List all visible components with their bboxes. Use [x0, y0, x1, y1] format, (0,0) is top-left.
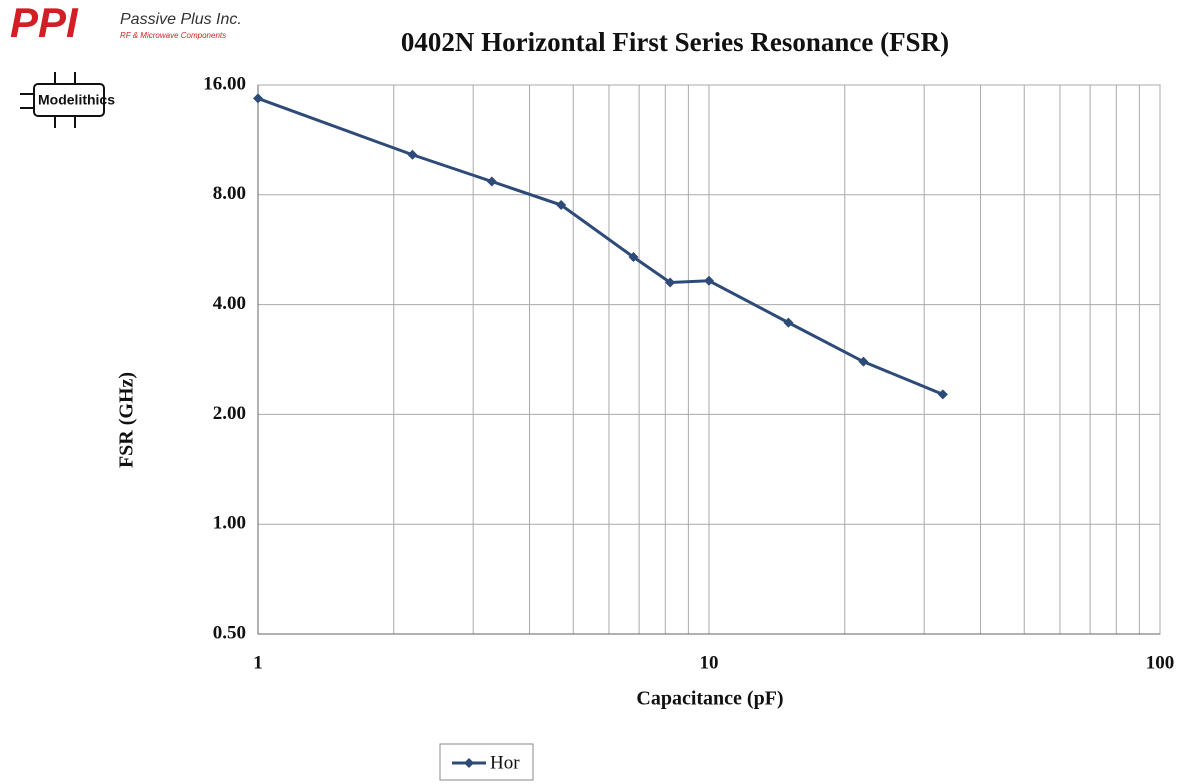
- ppi-name: Passive Plus Inc.: [120, 11, 242, 28]
- modelithics-text: Modelithics: [38, 92, 115, 108]
- marker: [486, 176, 497, 187]
- y-tick-label: 0.50: [213, 622, 246, 643]
- y-tick-label: 4.00: [213, 293, 246, 314]
- y-tick-label: 1.00: [213, 513, 246, 534]
- marker: [556, 200, 567, 211]
- marker: [628, 252, 639, 263]
- x-tick-label: 100: [1146, 652, 1175, 673]
- marker: [253, 93, 263, 104]
- marker: [704, 275, 714, 286]
- marker: [665, 277, 676, 288]
- legend-marker: [464, 758, 474, 768]
- modelithics-logo: Modelithics: [20, 72, 115, 128]
- y-axis-label: FSR (GHz): [116, 372, 138, 468]
- y-tick-label: 16.00: [203, 73, 246, 94]
- x-tick-label: 10: [700, 652, 719, 673]
- x-axis-label: Capacitance (pF): [636, 688, 783, 710]
- marker: [783, 317, 794, 328]
- chart-title: 0402N Horizontal First Series Resonance …: [401, 27, 949, 57]
- y-tick-label: 8.00: [213, 183, 246, 204]
- marker: [937, 389, 948, 400]
- ppi-sub: RF & Microwave Components: [120, 31, 226, 40]
- legend: Hor: [439, 743, 534, 781]
- legend-label: Hor: [490, 752, 520, 773]
- ppi-logo: PPI: [10, 0, 79, 46]
- y-tick-label: 2.00: [213, 403, 246, 424]
- x-tick-label: 1: [253, 652, 263, 673]
- marker: [858, 356, 869, 367]
- marker: [407, 149, 418, 160]
- series-line: [257, 97, 944, 396]
